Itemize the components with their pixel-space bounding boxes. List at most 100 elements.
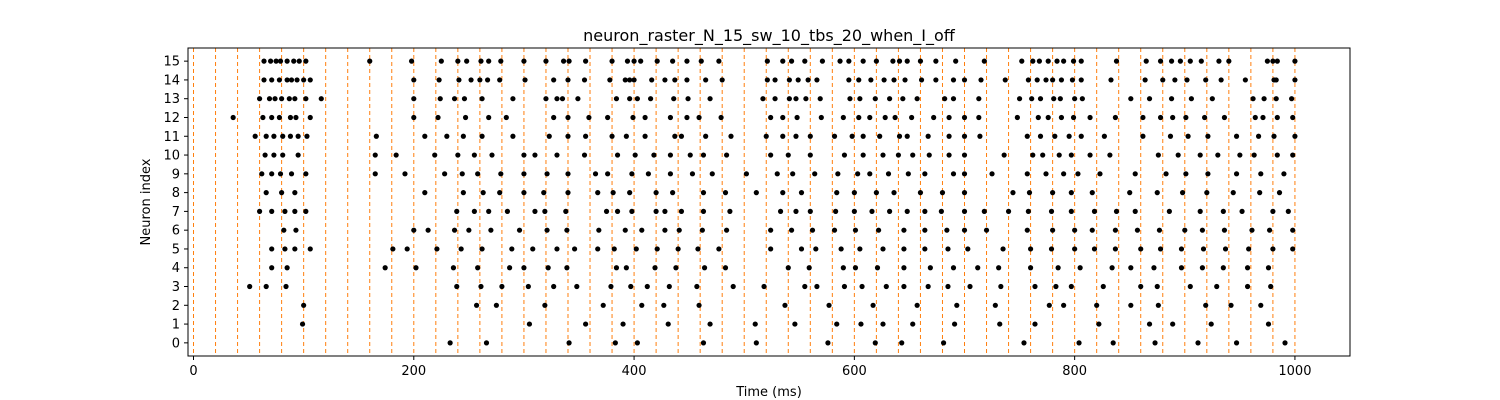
spike-point <box>1244 265 1251 271</box>
spike-point <box>1052 133 1058 139</box>
spike-point <box>1030 152 1036 158</box>
spike-point <box>1140 114 1146 121</box>
spike-point <box>723 152 730 158</box>
spike-point <box>563 208 569 214</box>
spike-point <box>768 114 774 121</box>
spike-point <box>867 114 873 121</box>
spike-point <box>950 77 957 83</box>
spike-point <box>1094 302 1100 308</box>
spike-point <box>814 77 820 83</box>
spike-point <box>760 96 766 102</box>
spike-point <box>1237 152 1243 158</box>
spike-point <box>891 77 897 83</box>
spike-point <box>373 133 379 139</box>
spike-point <box>1166 208 1172 214</box>
spike-point <box>367 58 373 64</box>
spike-point <box>586 114 592 121</box>
spike-point <box>565 133 571 139</box>
spike-point <box>676 227 682 233</box>
spike-point <box>841 283 848 290</box>
spike-point <box>1157 114 1164 121</box>
spike-point <box>284 58 290 64</box>
spike-point <box>917 58 924 64</box>
spike-point <box>1112 246 1118 252</box>
spike-point <box>753 190 759 196</box>
spike-point <box>825 340 831 346</box>
spike-point <box>455 58 461 64</box>
spike-point <box>716 58 722 64</box>
spike-point <box>1252 114 1258 121</box>
y-tick-label: 15 <box>163 55 180 70</box>
spike-point <box>592 171 599 177</box>
spike-point <box>295 152 301 158</box>
spike-point <box>642 114 648 121</box>
spike-point <box>1220 265 1226 271</box>
spike-point <box>951 321 958 327</box>
spike-point <box>372 171 378 177</box>
spike-point <box>981 208 987 214</box>
spike-point <box>411 77 417 83</box>
spike-point <box>288 77 295 83</box>
spike-point <box>1025 77 1031 83</box>
y-axis-label: Neuron index <box>139 158 154 245</box>
spike-point <box>277 58 284 64</box>
spike-point <box>393 152 399 158</box>
spike-point <box>1051 96 1057 102</box>
spike-point <box>1198 58 1204 64</box>
spike-point <box>521 152 527 158</box>
spike-point <box>583 133 589 139</box>
spike-point <box>961 171 968 177</box>
spike-point <box>1043 171 1049 177</box>
spike-point <box>1157 58 1164 64</box>
spike-point <box>544 171 550 177</box>
spike-point <box>489 152 495 158</box>
spike-point <box>1029 96 1035 102</box>
y-tick-label: 5 <box>172 242 180 257</box>
spike-point <box>1034 77 1040 83</box>
spike-point <box>461 96 468 102</box>
spike-point <box>271 133 277 139</box>
spike-point <box>498 58 504 64</box>
spike-point <box>614 152 621 158</box>
spike-point <box>639 227 645 233</box>
spike-point <box>904 208 910 214</box>
spike-point <box>780 190 786 196</box>
spike-point <box>857 246 863 252</box>
spike-point <box>950 265 957 271</box>
spike-point <box>793 133 799 139</box>
spike-point <box>817 96 823 102</box>
spike-point <box>1046 302 1052 308</box>
spike-point <box>728 133 734 139</box>
spike-point <box>269 77 275 83</box>
spike-point <box>700 152 707 158</box>
spike-point <box>1010 190 1016 196</box>
spike-point <box>881 77 887 83</box>
spike-point <box>1265 265 1272 271</box>
spike-point <box>1203 77 1209 83</box>
spike-point <box>532 152 538 158</box>
spike-point <box>694 283 700 290</box>
spike-point <box>946 114 952 121</box>
y-tick-label: 0 <box>172 336 180 351</box>
spike-point <box>753 340 759 346</box>
spike-point <box>709 171 715 177</box>
spike-point <box>516 227 523 233</box>
spike-point <box>890 58 896 64</box>
spike-point <box>1061 58 1067 64</box>
spike-point <box>422 190 428 196</box>
spike-point <box>1226 58 1232 64</box>
spike-point <box>627 190 633 196</box>
spike-point <box>1112 114 1118 121</box>
spike-point <box>1216 58 1222 64</box>
spike-point <box>287 133 294 139</box>
spike-point <box>841 152 848 158</box>
spike-point <box>1127 190 1133 196</box>
spike-point <box>1221 114 1228 121</box>
spike-point <box>792 321 798 327</box>
spike-point <box>1078 58 1084 64</box>
spike-point <box>1070 58 1077 64</box>
spike-point <box>1185 133 1191 139</box>
spike-point <box>678 208 685 214</box>
spike-point <box>685 96 691 102</box>
spike-point <box>292 96 298 102</box>
